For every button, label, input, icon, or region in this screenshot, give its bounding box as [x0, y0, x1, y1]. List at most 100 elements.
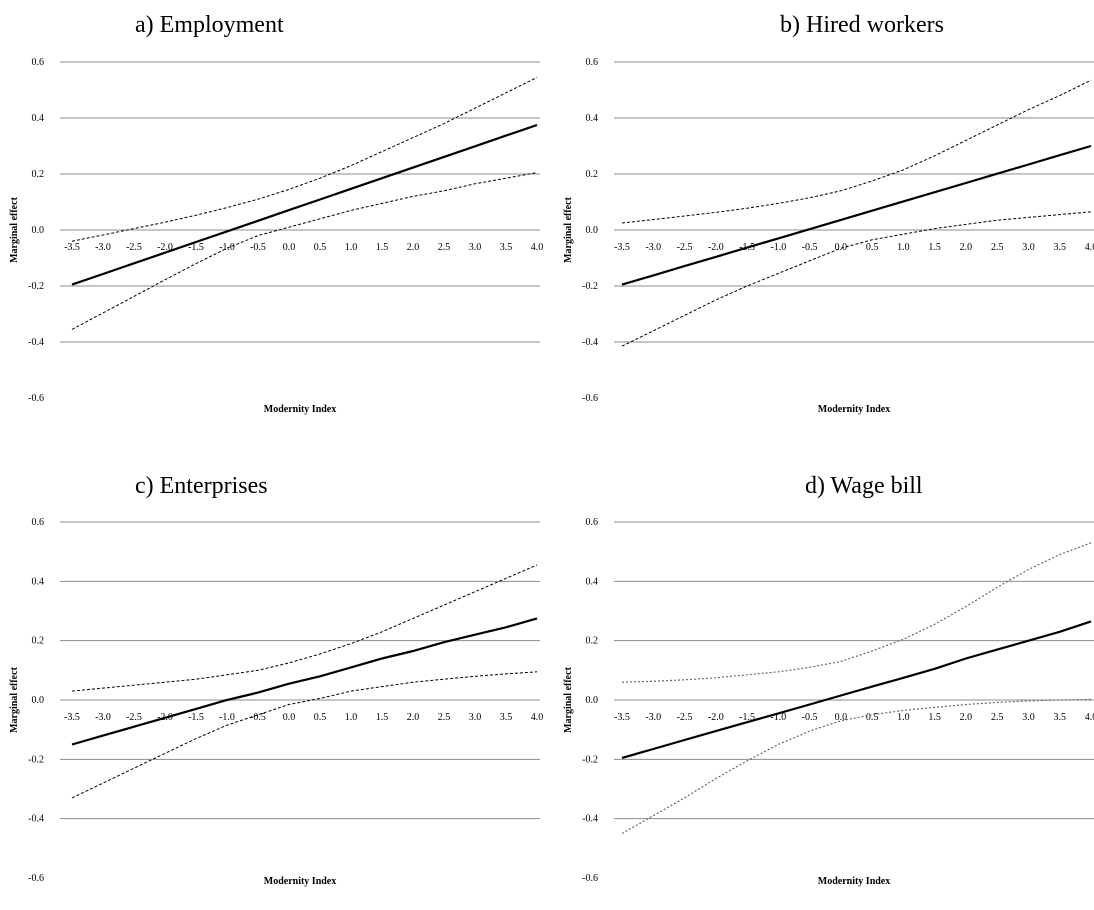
y-tick-label-b-5: -0.4 — [582, 337, 598, 348]
x-axis-label-d: Modernity Index — [818, 876, 891, 887]
x-tick-label-b-14: 3.5 — [1053, 242, 1066, 253]
x-tick-label-b-12: 2.5 — [991, 242, 1004, 253]
x-tick-label-b-7: 0.0 — [835, 242, 848, 253]
y-tick-label-a-1: 0.4 — [32, 113, 45, 124]
series-line-c-0 — [71, 617, 538, 746]
x-tick-label-a-13: 3.0 — [469, 242, 482, 253]
x-tick-label-c-7: 0.0 — [283, 712, 296, 723]
x-tick-label-b-0: -3.5 — [614, 242, 630, 253]
x-tick-label-d-5: -1.0 — [770, 712, 786, 723]
y-tick-label-c-2: 0.2 — [32, 636, 45, 647]
chart-c: 0.60.40.20.0-0.2-0.4-0.6-3.5 -3.0 -2.5 -2.0… — [9, 517, 544, 887]
x-tick-label-d-14: 3.5 — [1053, 712, 1066, 723]
x-tick-label-b-2: -2.5 — [677, 242, 693, 253]
y-tick-label-b-1: 0.4 — [586, 113, 599, 124]
y-tick-label-d-2: 0.2 — [586, 636, 599, 647]
figure: a) Employment b) Hired workers c) Enterp… — [9, 12, 1094, 887]
x-tick-label-a-1: -3.0 — [95, 242, 111, 253]
x-tick-label-a-9: 1.0 — [345, 242, 358, 253]
x-tick-label-c-6: -0.5 — [250, 712, 266, 723]
y-axis-label-d: Marginal effect — [563, 666, 574, 732]
x-tick-label-d-6: -0.5 — [802, 712, 818, 723]
x-tick-label-b-13: 3.0 — [1022, 242, 1035, 253]
x-tick-label-c-12: 2.5 — [438, 712, 451, 723]
x-tick-label-c-11: 2.0 — [407, 712, 420, 723]
y-tick-label-c-5: -0.4 — [28, 814, 44, 825]
x-tick-label-b-1: -3.0 — [645, 242, 661, 253]
y-tick-label-a-2: 0.2 — [32, 169, 45, 180]
x-tick-label-b-10: 1.5 — [928, 242, 941, 253]
x-tick-label-d-0: -3.5 — [614, 712, 630, 723]
series-line-b-1 — [621, 79, 1092, 224]
x-axis-label-b: Modernity Index — [818, 404, 891, 415]
y-tick-label-c-0: 0.6 — [32, 517, 45, 528]
x-tick-label-d-9: 1.0 — [897, 712, 910, 723]
x-tick-label-d-3: -2.0 — [708, 712, 724, 723]
series-line-d-1 — [621, 542, 1092, 683]
series-line-b-0 — [621, 144, 1092, 286]
series-line-d-2 — [621, 698, 1092, 835]
x-tick-label-c-14: 3.5 — [500, 712, 513, 723]
x-tick-label-a-4: -1.5 — [188, 242, 204, 253]
x-tick-label-d-8: 0.5 — [866, 712, 879, 723]
x-tick-label-a-8: 0.5 — [314, 242, 327, 253]
chart-b: 0.6 0.4 0.2 0.0 -0.2 -0.4 -0.6 -3.5 -3.0 -2.5 -2.0… — [563, 57, 1094, 415]
y-axis-label-c: Marginal effect — [9, 666, 20, 732]
x-tick-label-b-3: -2.0 — [708, 242, 724, 253]
series-line-d-0 — [621, 620, 1092, 759]
x-tick-label-c-10: 1.5 — [376, 712, 389, 723]
x-tick-label-a-11: 2.0 — [407, 242, 420, 253]
y-tick-label-d-4: -0.2 — [582, 754, 598, 765]
x-tick-label-c-9: 1.0 — [345, 712, 358, 723]
y-tick-label-d-3: 0.0 — [586, 695, 599, 706]
x-tick-label-c-8: 0.5 — [314, 712, 327, 723]
x-tick-label-a-0: -3.5 — [64, 242, 80, 253]
x-tick-label-d-13: 3.0 — [1022, 712, 1035, 723]
y-tick-label-c-3: 0.0 — [32, 695, 45, 706]
y-tick-label-b-2: 0.2 — [586, 169, 599, 180]
chart-a: 0.6 0.4 0.2 0.0 -0.2 -0.4 -0.6 -3.5 -3.0 -2.5 -2.0… — [9, 57, 543, 415]
y-tick-label-a-6: -0.6 — [28, 393, 44, 404]
x-tick-label-d-10: 1.5 — [928, 712, 941, 723]
x-tick-label-a-2: -2.5 — [126, 242, 142, 253]
x-tick-label-b-11: 2.0 — [960, 242, 973, 253]
y-tick-label-a-4: -0.2 — [28, 281, 44, 292]
x-tick-label-b-15: 4.0 — [1085, 242, 1094, 253]
chart-d: 0.6 0.4 0.2 0.0 -0.2 -0.4 -0.6 -3.5 -3.0 -2.5 -2.0… — [563, 517, 1094, 887]
x-tick-label-d-12: 2.5 — [991, 712, 1004, 723]
x-tick-label-d-4: -1.5 — [739, 712, 755, 723]
x-tick-label-d-15: 4.0 — [1085, 712, 1094, 723]
y-tick-label-d-6: -0.6 — [582, 873, 598, 884]
y-tick-label-c-4: -0.2 — [28, 754, 44, 765]
series-line-c-2 — [71, 671, 538, 799]
x-tick-label-a-6: -0.5 — [250, 242, 266, 253]
y-tick-label-d-5: -0.4 — [582, 814, 598, 825]
x-tick-label-a-14: 3.5 — [500, 242, 513, 253]
y-axis-label-a: Marginal effect — [9, 196, 20, 262]
x-tick-label-a-5: -1.0 — [219, 242, 235, 253]
x-tick-label-c-13: 3.0 — [469, 712, 482, 723]
x-tick-label-d-1: -3.0 — [645, 712, 661, 723]
x-tick-label-d-7: 0.0 — [835, 712, 848, 723]
panel-title-d: d) Wage bill — [805, 473, 923, 499]
x-axis-label-c: Modernity Index — [264, 876, 337, 887]
series-line-a-1 — [71, 76, 538, 242]
x-tick-label-c-1: -3.0 — [95, 712, 111, 723]
y-tick-label-c-6: -0.6 — [28, 873, 44, 884]
y-tick-label-a-5: -0.4 — [28, 337, 44, 348]
series-line-a-2 — [71, 172, 538, 330]
x-tick-label-a-12: 2.5 — [438, 242, 451, 253]
y-tick-label-b-6: -0.6 — [582, 393, 598, 404]
y-tick-label-c-1: 0.4 — [32, 576, 45, 587]
x-tick-label-c-0: -3.5 — [64, 712, 80, 723]
x-tick-label-b-8: 0.5 — [866, 242, 879, 253]
x-tick-label-d-11: 2.0 — [960, 712, 973, 723]
x-tick-label-b-9: 1.0 — [897, 242, 910, 253]
x-tick-label-c-15: 4.0 — [531, 712, 544, 723]
series-line-b-2 — [621, 211, 1092, 347]
panel-title-c: c) Enterprises — [135, 473, 268, 499]
x-tick-label-c-2: -2.5 — [126, 712, 142, 723]
series-line-a-0 — [71, 123, 538, 286]
y-tick-label-b-0: 0.6 — [586, 57, 599, 68]
x-tick-label-c-4: -1.5 — [188, 712, 204, 723]
